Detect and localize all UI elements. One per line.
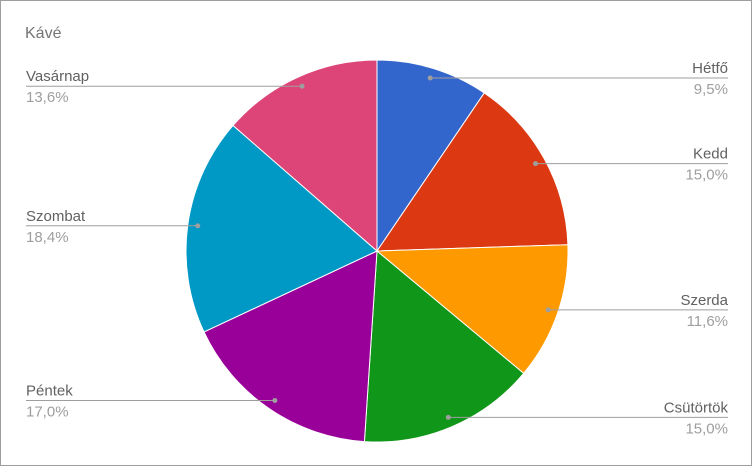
pie-slice-Vasárnap [232, 59, 378, 253]
slice-label: Kedd [693, 146, 728, 163]
pie-slice-Szombat [185, 124, 378, 333]
slice-label: Szerda [680, 292, 728, 309]
slice-label: Péntek [26, 382, 73, 399]
leader-dot [445, 414, 451, 420]
slice-value: 15,0% [685, 420, 728, 437]
chart-title: Kávé [25, 25, 62, 42]
leader-dot [545, 307, 551, 313]
slice-value: 13,6% [26, 89, 69, 106]
pie-slice-Csütörtök [363, 249, 525, 443]
pie-slice-Szerda [375, 244, 569, 375]
slice-value: 9,5% [694, 81, 728, 98]
pie-slice-Kedd [376, 92, 569, 252]
slice-label: Hétfő [692, 60, 728, 77]
leader-dot [299, 83, 305, 89]
slice-label: Szombat [26, 208, 86, 225]
pie-slice-Hétfő [376, 59, 485, 253]
slice-label: Vasárnap [26, 68, 89, 85]
leader-dot [533, 161, 539, 167]
slice-label: Csütörtök [664, 399, 729, 416]
slice-value: 15,0% [685, 167, 728, 184]
leader-dot [195, 223, 201, 229]
leader-dot [427, 75, 433, 81]
slice-value: 11,6% [687, 313, 728, 330]
leader-dot [272, 397, 278, 403]
slice-value: 17,0% [26, 403, 69, 420]
pie-slice-Péntek [203, 250, 378, 443]
slice-value: 18,4% [26, 229, 69, 246]
